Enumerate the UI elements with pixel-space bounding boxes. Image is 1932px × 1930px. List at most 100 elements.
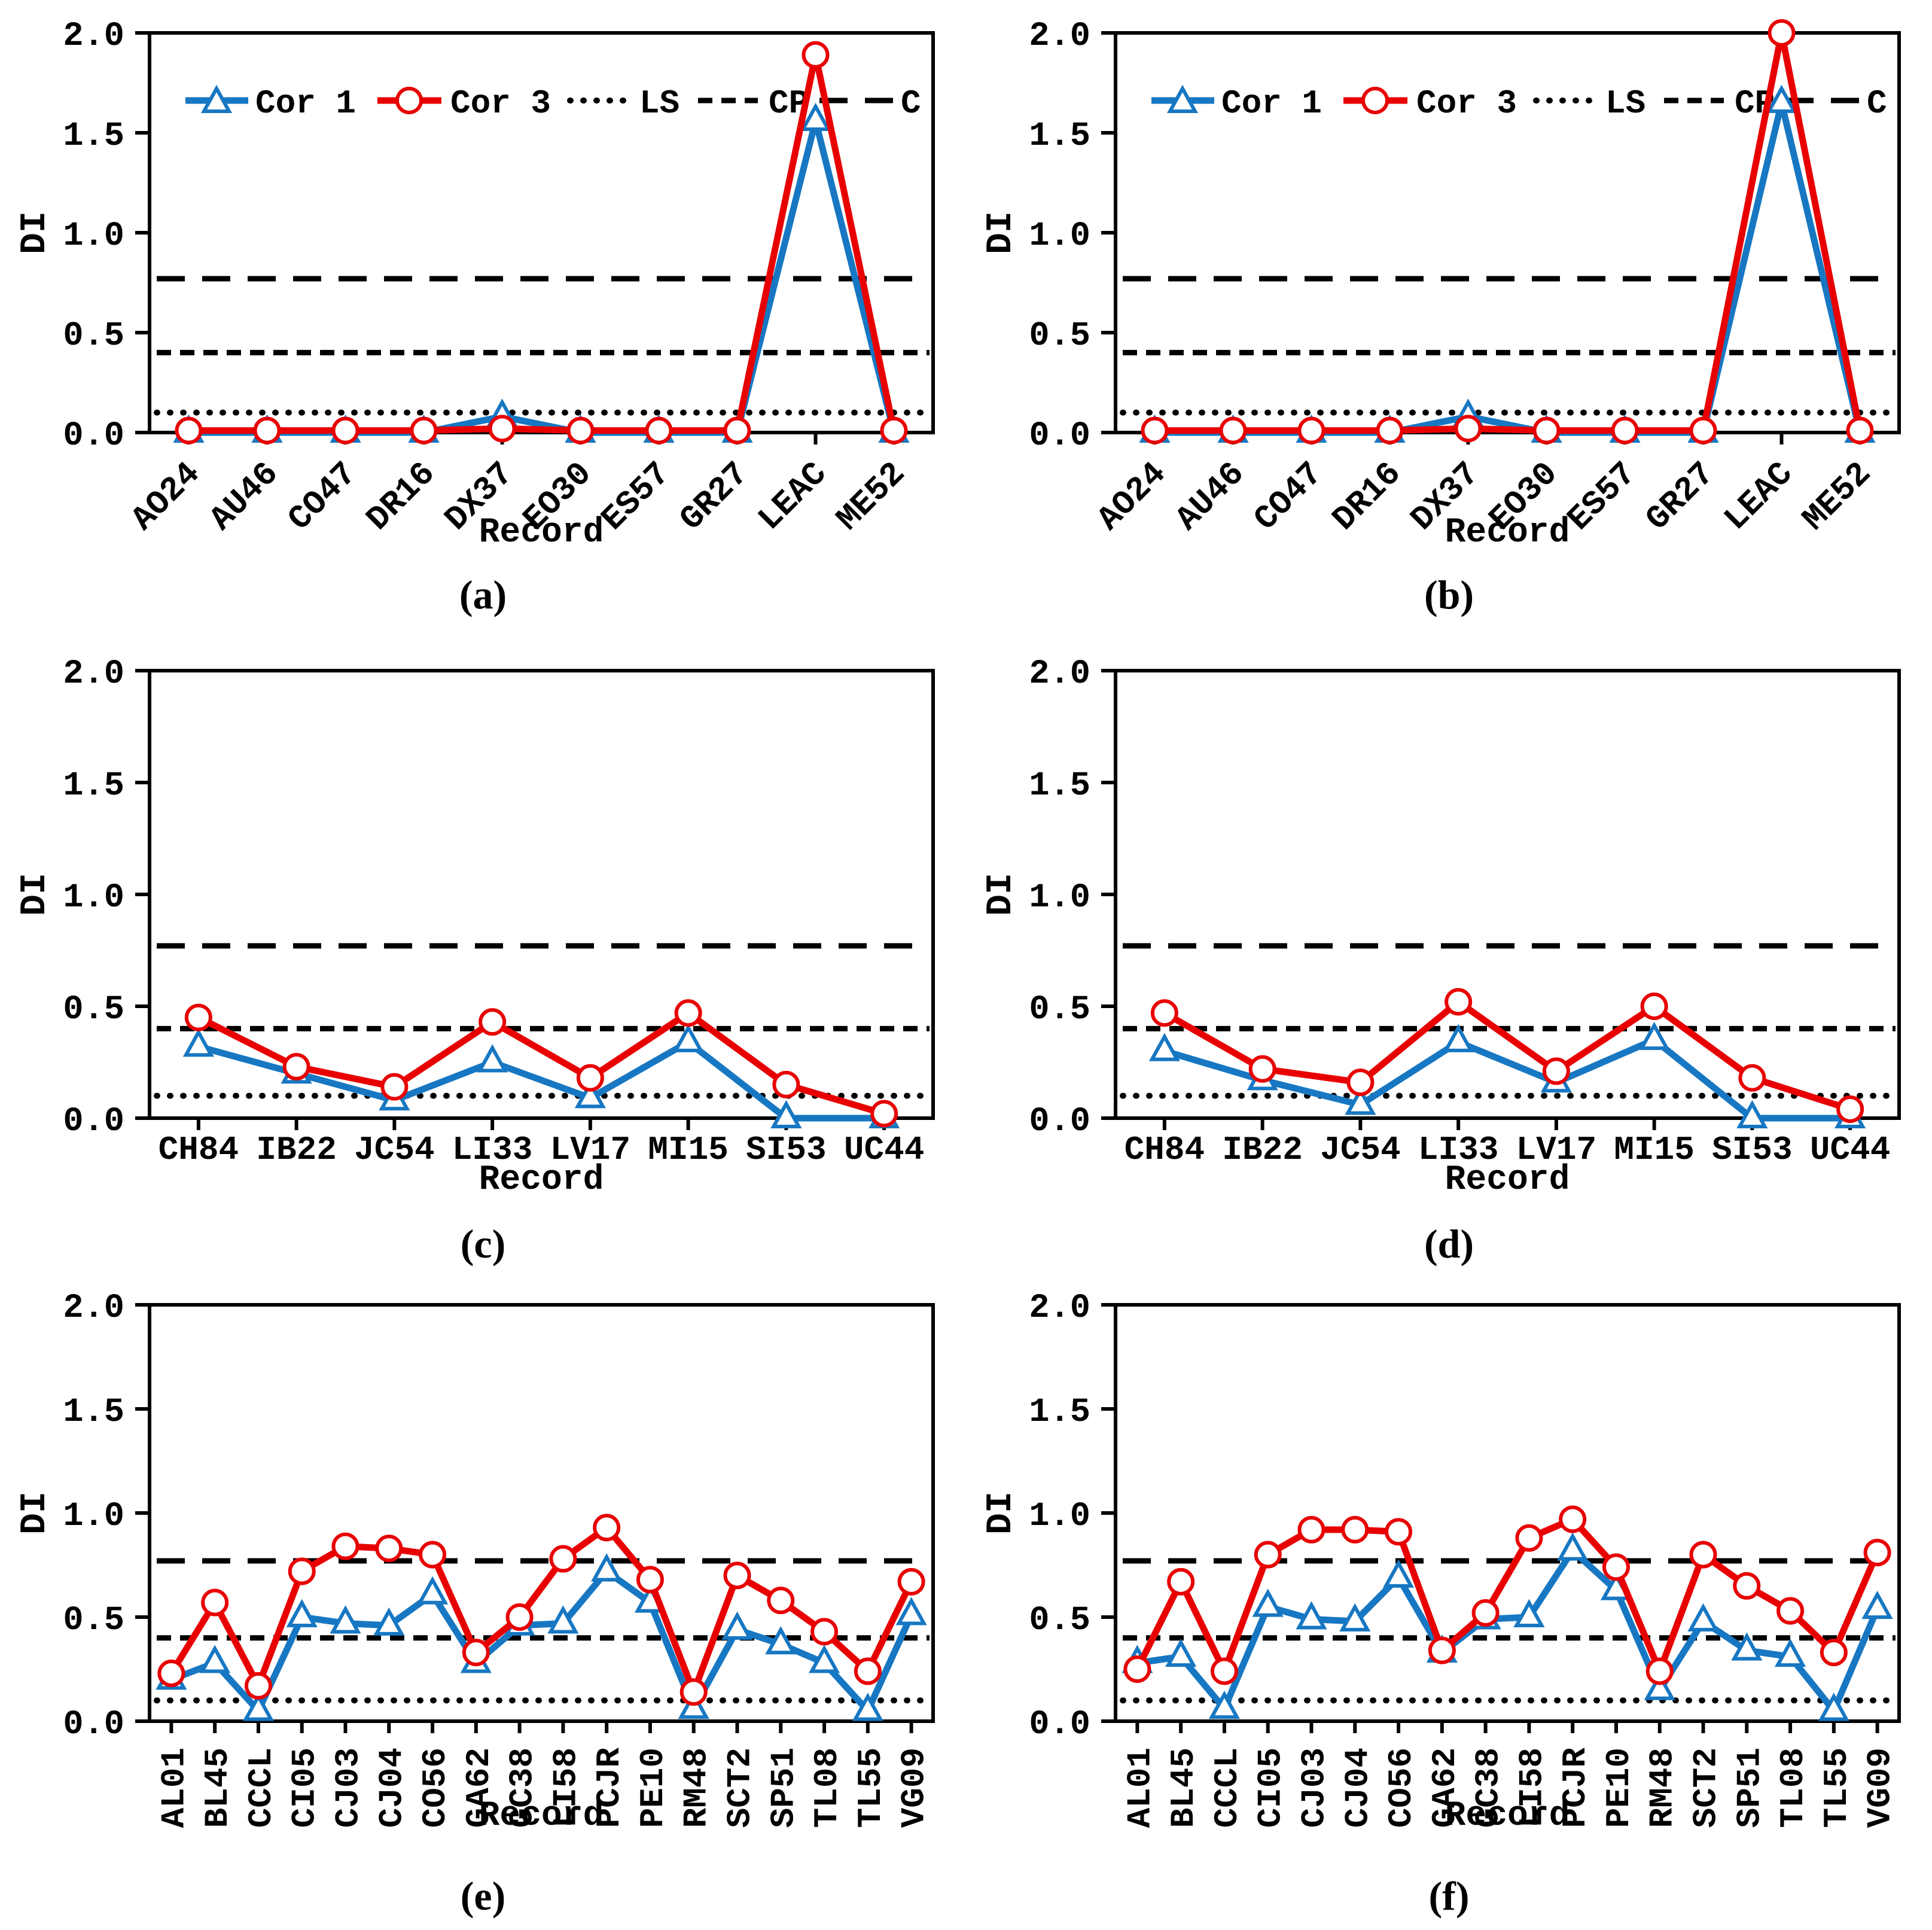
y-axis: 0.0 0.5 1.0 1.5 2.0 — [1029, 655, 1116, 1141]
cor3-marker — [375, 1535, 403, 1563]
cor1-marker — [1644, 1672, 1675, 1700]
svg-text:VG09: VG09 — [895, 1748, 934, 1828]
svg-text:LI58: LI58 — [1513, 1748, 1551, 1828]
series-line — [1154, 29, 1863, 434]
cor1-marker — [1513, 1599, 1545, 1627]
cor1-marker — [1638, 1021, 1670, 1051]
cor1-marker — [1736, 1100, 1768, 1128]
cor1-marker — [242, 1692, 275, 1721]
series-cor3 — [1141, 19, 1874, 445]
cor3-marker — [870, 1100, 898, 1128]
svg-text:0.0: 0.0 — [1029, 417, 1090, 455]
series-line — [197, 1039, 885, 1122]
reference-lines — [1120, 276, 1899, 416]
cor3-marker — [1123, 1655, 1151, 1683]
x-axis-label: Record — [1445, 513, 1570, 552]
svg-text:0.0: 0.0 — [63, 1706, 124, 1744]
svg-text:GC38: GC38 — [1470, 1748, 1508, 1828]
chart-c: 0.0 0.5 1.0 1.5 2.0 DI CH84 IB22 JC54 LI33 LV17 MI1… — [15, 655, 935, 1200]
svg-text:LEAC: LEAC — [751, 455, 834, 538]
svg-text:1.0: 1.0 — [63, 1497, 124, 1536]
cor3-marker — [331, 1532, 359, 1560]
cor3-marker — [175, 416, 203, 445]
svg-text:BL45: BL45 — [199, 1748, 237, 1828]
svg-text:1.0: 1.0 — [63, 217, 124, 255]
series-cor3 — [175, 41, 908, 445]
cor3-marker — [1248, 1055, 1276, 1083]
panel-e: 0.0 0.5 1.0 1.5 2.0 DI AL01 BL45 CCCL CI05 CJ03 CJ0… — [0, 1286, 966, 1930]
cor1-marker — [182, 1028, 214, 1057]
svg-text:0.5: 0.5 — [1029, 317, 1090, 355]
cor3-marker — [1836, 1095, 1864, 1124]
cor3-marker — [1820, 1639, 1848, 1667]
y-axis-label: DI — [981, 1491, 1022, 1535]
legend-label-cor1: Cor 1 — [255, 84, 356, 123]
cor3-marker — [1602, 1553, 1630, 1581]
svg-text:1.5: 1.5 — [1029, 117, 1090, 156]
caption-b: (b) — [1424, 572, 1474, 617]
cor3-marker — [636, 1566, 664, 1594]
cor3-marker — [1640, 993, 1668, 1020]
svg-text:RM48: RM48 — [678, 1748, 716, 1828]
cor3-marker — [566, 416, 595, 445]
svg-text:2.0: 2.0 — [63, 655, 124, 693]
y-axis: 0.0 0.5 1.0 1.5 2.0 — [1029, 1289, 1116, 1744]
cor3-marker — [576, 1064, 604, 1092]
svg-text:SCT2: SCT2 — [721, 1748, 760, 1828]
cor3-marker — [1689, 416, 1717, 445]
legend-label-c: C — [901, 84, 921, 123]
cor3-marker — [1219, 416, 1247, 445]
cor3-marker — [479, 1008, 507, 1036]
svg-text:0.0: 0.0 — [1029, 1706, 1090, 1744]
cor3-marker — [1776, 1597, 1805, 1625]
cor3-marker — [1689, 1541, 1717, 1569]
cor3-marker — [810, 1618, 839, 1646]
cor1-marker — [330, 1605, 361, 1634]
cor1-marker — [1165, 1638, 1197, 1667]
legend-label-ls: LS — [1605, 84, 1645, 123]
cor3-marker — [767, 1587, 795, 1615]
series-line — [188, 51, 897, 434]
cor3-marker — [1428, 1636, 1456, 1664]
cor3-marker — [1150, 999, 1178, 1027]
cor3-marker — [802, 41, 830, 69]
cor3-marker — [1210, 1657, 1238, 1685]
cor3-marker — [253, 416, 281, 445]
x-axis-label: Record — [1445, 1797, 1570, 1835]
series-line — [1163, 1036, 1851, 1122]
cor3-marker — [1846, 416, 1874, 445]
cor3-marker — [1738, 1064, 1766, 1092]
panel-c: 0.0 0.5 1.0 1.5 2.0 DI CH84 IB22 JC54 LI33 LV17 MI1… — [0, 643, 966, 1286]
x-axis: AL01 BL45 CCCL CI05 CJ03 CJ04 CO56 GA62 GC38 LI58… — [155, 1721, 934, 1828]
series-cor3 — [1123, 1505, 1891, 1685]
cor1-marker — [200, 84, 233, 113]
cor3-marker — [201, 1588, 229, 1617]
svg-text:LV17: LV17 — [550, 1131, 630, 1169]
y-axis: 0.0 0.5 1.0 1.5 2.0 — [1029, 17, 1116, 455]
series-line — [1163, 999, 1851, 1113]
legend-label-cor3: Cor 3 — [450, 84, 551, 123]
svg-text:CJ03: CJ03 — [1296, 1748, 1334, 1828]
cor1-marker — [800, 102, 831, 131]
caption-e: (e) — [460, 1873, 506, 1919]
svg-text:CO56: CO56 — [1382, 1748, 1421, 1828]
cor3-marker — [380, 1073, 409, 1101]
panel-f: 0.0 0.5 1.0 1.5 2.0 DI AL01 BL45 CCCL CI05 CJ03 CJ0… — [966, 1286, 1932, 1930]
svg-text:UC44: UC44 — [844, 1131, 924, 1169]
svg-text:BL45: BL45 — [1165, 1748, 1203, 1828]
svg-text:LI58: LI58 — [547, 1748, 585, 1828]
svg-text:1.5: 1.5 — [63, 1393, 124, 1432]
cor1-marker — [1166, 84, 1199, 113]
cor3-marker — [1141, 416, 1169, 445]
cor1-marker — [721, 1611, 753, 1640]
x-axis-label: Record — [1445, 1161, 1570, 1200]
panel-a: 0.0 0.5 1.0 1.5 2.0 DI AO24 AU46 CO47 DR16 DX37 EO3… — [0, 0, 966, 643]
series-line — [1154, 99, 1863, 436]
svg-text:TL55: TL55 — [1818, 1748, 1856, 1828]
cor1-marker — [1208, 1690, 1241, 1719]
legend-label-cor1: Cor 1 — [1221, 84, 1322, 123]
chart-f: 0.0 0.5 1.0 1.5 2.0 DI AL01 BL45 CCCL CI05 CJ03 CJ0… — [981, 1289, 1901, 1835]
reference-lines — [154, 1558, 933, 1704]
y-axis: 0.0 0.5 1.0 1.5 2.0 — [63, 655, 150, 1141]
